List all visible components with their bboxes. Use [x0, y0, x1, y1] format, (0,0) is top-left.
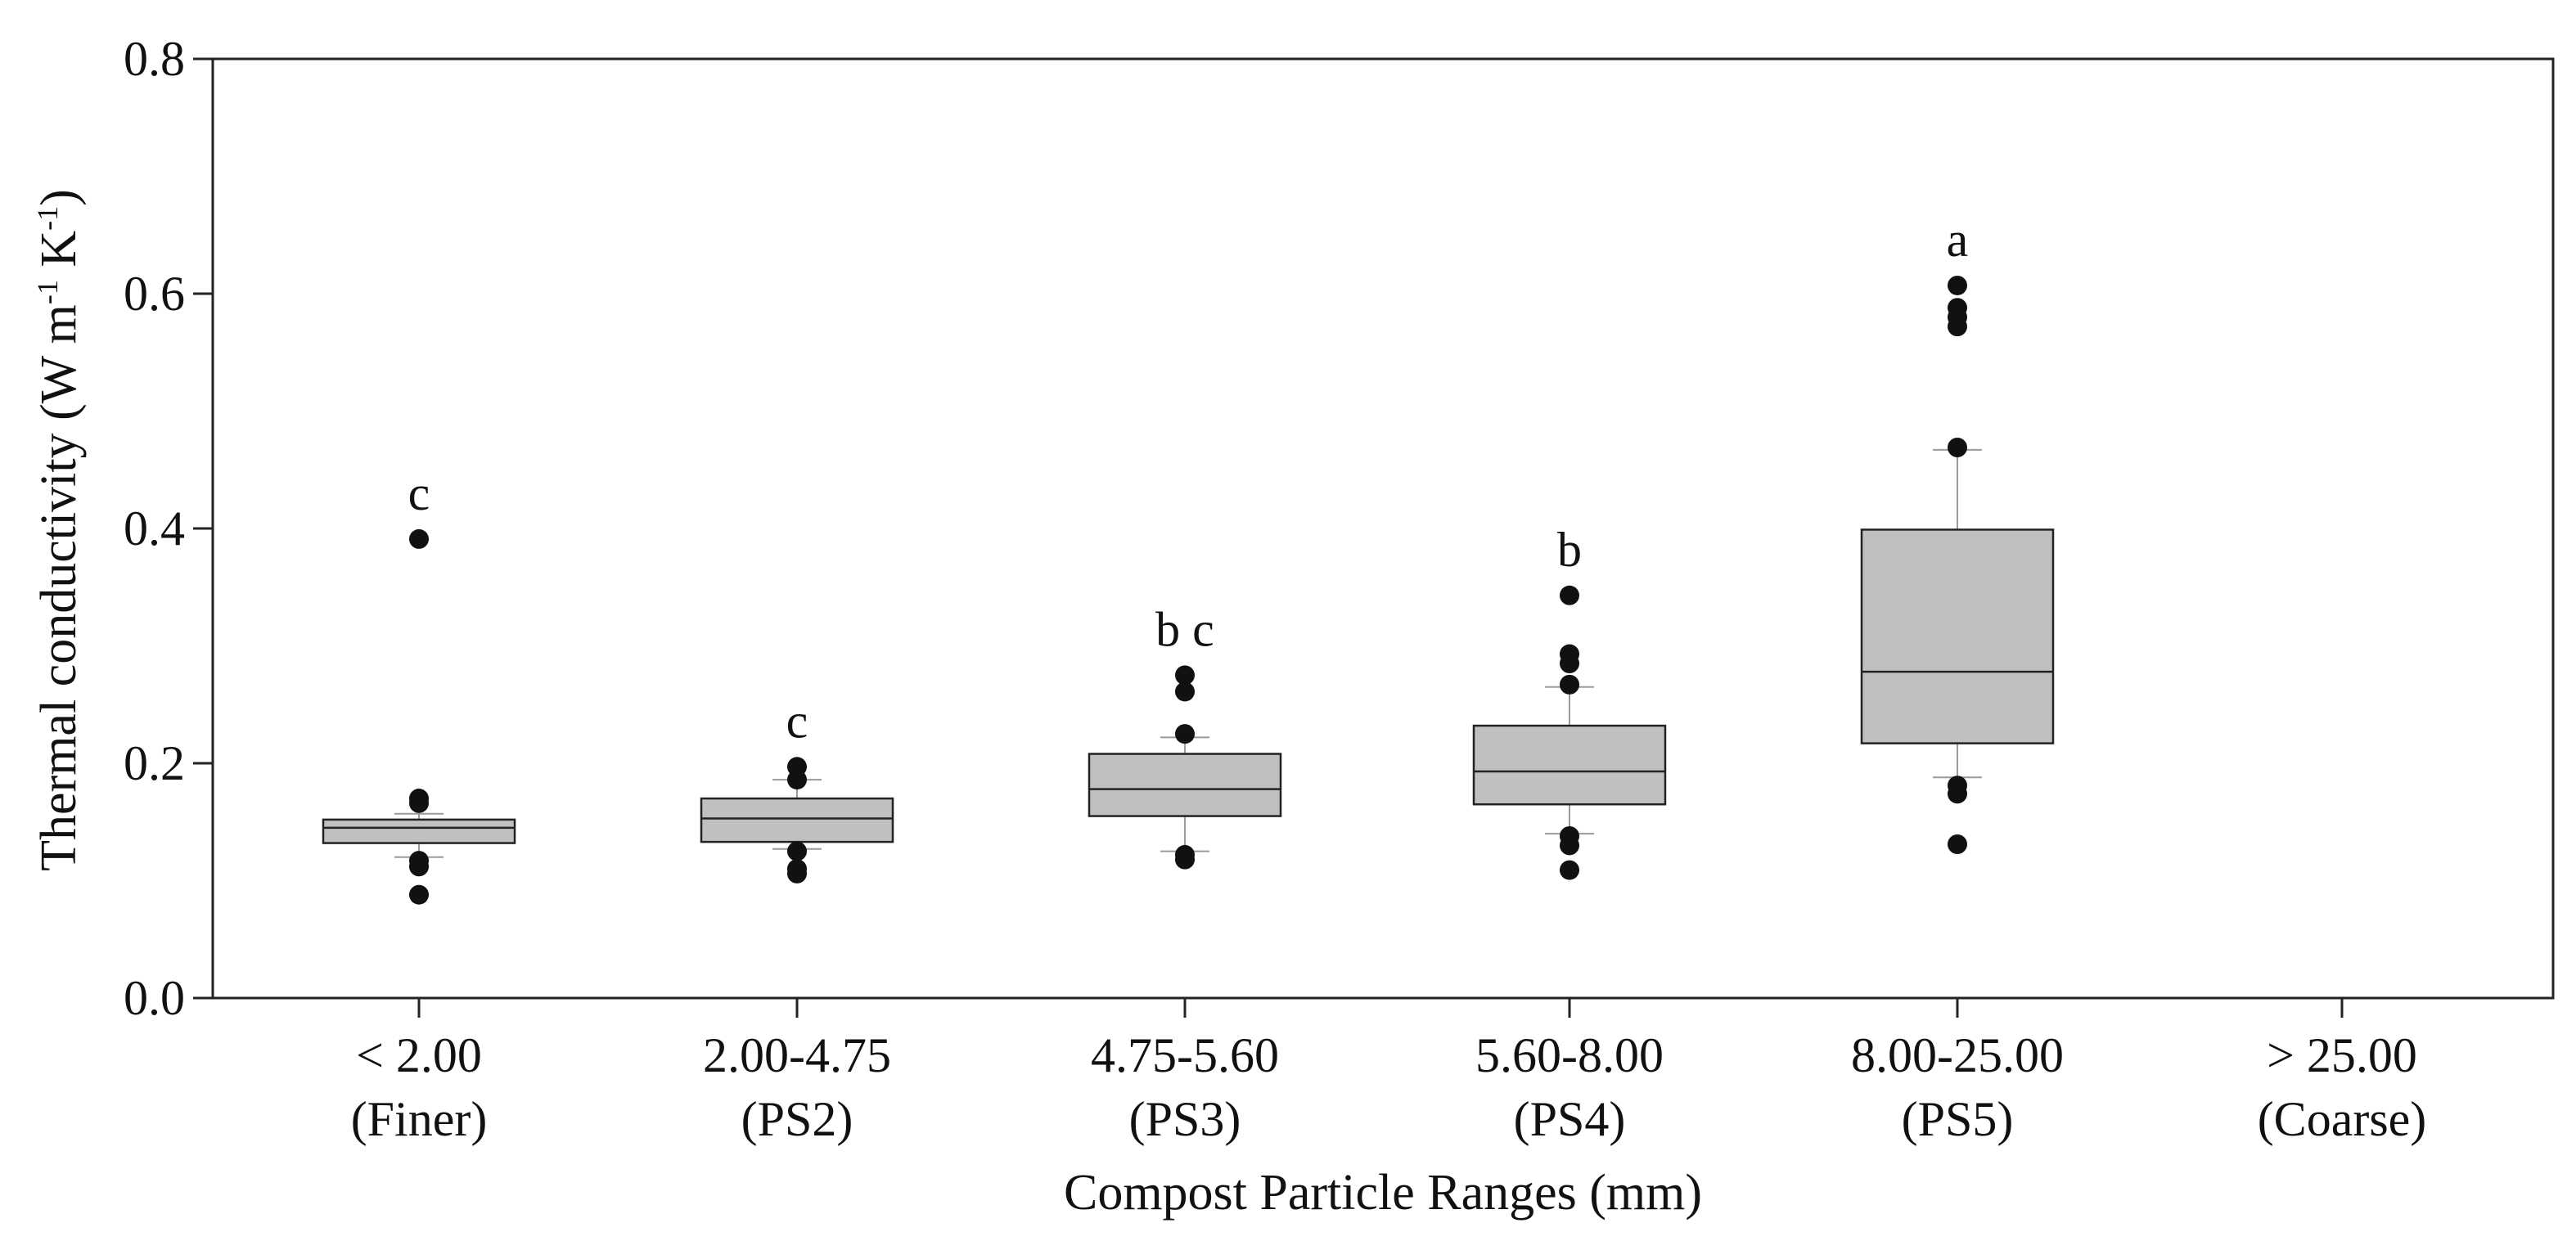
outlier-point	[787, 770, 807, 790]
outlier-point	[1175, 724, 1195, 744]
x-tick-label-name: (PS3)	[1129, 1092, 1241, 1146]
outlier-point	[409, 528, 429, 549]
x-tick-label-range: > 25.00	[2267, 1028, 2417, 1082]
outlier-point	[787, 863, 807, 884]
plot-frame	[211, 57, 2555, 1000]
y-axis-title-exponent: -1	[31, 206, 64, 231]
box-iqr	[1088, 753, 1282, 817]
x-tick-label-range: < 2.00	[356, 1028, 482, 1082]
outlier-point	[1560, 654, 1579, 674]
outlier-point	[409, 884, 429, 905]
outlier-point	[1948, 275, 1967, 295]
x-axis-title: Compost Particle Ranges (mm)	[1064, 1165, 1702, 1221]
x-axis: < 2.00 (Finer) 2.00-4.75 (PS2) 4.75-5.60 (PS3…	[351, 998, 2427, 1146]
outlier-point	[409, 793, 429, 813]
x-tick-label-name: (Coarse)	[2258, 1092, 2427, 1146]
y-axis-title: Thermal conductivity (W m-1 K-1)	[31, 189, 87, 871]
significance-letter: a	[1947, 213, 1969, 267]
outlier-point	[1560, 860, 1579, 880]
significance-letter: c	[786, 694, 808, 748]
box-iqr	[1860, 528, 2055, 744]
significance-letters: c c b c b a	[408, 213, 1969, 748]
outlier-point	[1560, 835, 1579, 856]
box-iqr	[1472, 724, 1667, 806]
y-tick-label: 0.6	[124, 267, 185, 321]
box-iqr	[700, 797, 894, 843]
y-axis-title-exponent: -1	[31, 280, 64, 304]
x-tick-label-range: 5.60-8.00	[1475, 1028, 1664, 1082]
y-axis: 0.0 0.2 0.4 0.6 0.8	[124, 32, 213, 1025]
outlier-point	[1560, 674, 1579, 695]
outlier-point	[1948, 834, 1967, 855]
outlier-point	[1175, 849, 1195, 870]
x-tick-label-range: 8.00-25.00	[1851, 1028, 2064, 1082]
x-tick-label-name: (Finer)	[351, 1092, 488, 1146]
outlier-point	[1948, 784, 1967, 804]
significance-letter: c	[408, 466, 430, 520]
box-iqr	[322, 818, 516, 844]
y-tick-label: 0.8	[124, 32, 185, 86]
significance-letter: b c	[1155, 602, 1214, 656]
y-tick-label: 0.0	[124, 971, 185, 1025]
y-tick-label: 0.4	[124, 501, 185, 555]
outlier-point	[1175, 665, 1195, 686]
x-tick-label-name: (PS2)	[741, 1092, 853, 1146]
outlier-point	[1948, 437, 1967, 457]
outlier-point	[1948, 317, 1967, 337]
x-tick-label-range: 4.75-5.60	[1091, 1028, 1279, 1082]
significance-letter: b	[1557, 523, 1582, 577]
outlier-point	[787, 841, 807, 861]
x-tick-label-name: (PS5)	[1902, 1092, 2014, 1146]
x-tick-label-range: 2.00-4.75	[703, 1028, 891, 1082]
x-tick-label-name: (PS4)	[1514, 1092, 1626, 1146]
y-tick-label: 0.2	[124, 736, 185, 790]
outlier-points	[409, 275, 1967, 905]
outlier-point	[1175, 681, 1195, 702]
outlier-point	[409, 857, 429, 877]
outlier-point	[1560, 585, 1579, 605]
